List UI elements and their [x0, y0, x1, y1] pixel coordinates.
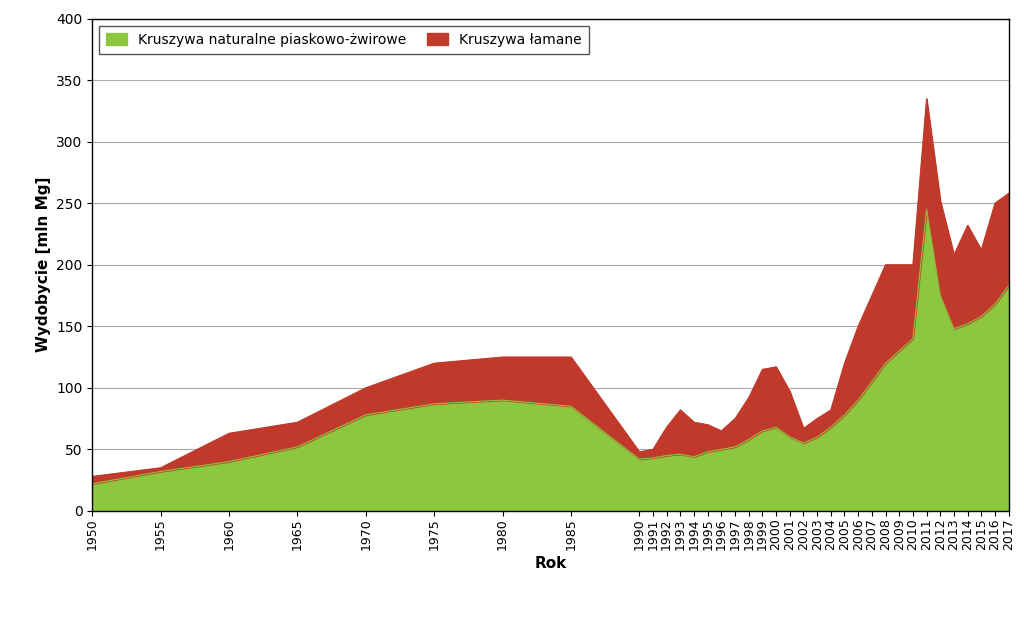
Legend: Kruszywa naturalne piaskowo-żwirowe, Kruszywa łamane: Kruszywa naturalne piaskowo-żwirowe, Kru…	[99, 26, 589, 54]
Y-axis label: Wydobycie [mln Mg]: Wydobycie [mln Mg]	[36, 177, 50, 353]
X-axis label: Rok: Rok	[535, 556, 566, 571]
